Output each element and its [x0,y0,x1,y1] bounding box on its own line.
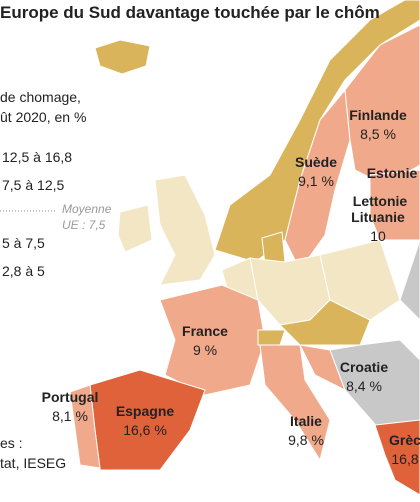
average-label: Moyenne [62,202,112,216]
legend-title: ût 2020, en % [0,109,86,125]
legend-item: 2,8 à 5 [2,263,45,279]
ireland [117,204,153,253]
country-name: Portugal [42,389,99,405]
balkans [329,339,420,431]
legend-title: de chomage, [0,89,81,105]
country-value: 8,1 % [52,408,88,424]
country-labels: Finlande 8,5 % Suède 9,1 % Estonie LettonieLi… [42,107,420,467]
country-name: Lituanie [351,209,405,225]
country-value: 9,1 % [298,173,334,189]
average-label: UE : 7,5 [62,218,106,232]
country-name: Espagne [116,403,175,419]
country-name: Croatie [340,359,388,375]
country-value: 9,8 % [288,432,324,448]
iceland [94,39,151,75]
country-value: 8,4 % [346,378,382,394]
country-value: 16,6 % [123,422,167,438]
italy [259,344,331,462]
country-name: Grèc [389,432,420,448]
title: Europe du Sud davantage touchée par le c… [0,3,380,22]
country-name: Estonie [367,165,418,181]
legend-item: 12,5 à 16,8 [2,149,72,165]
country-name: France [182,323,228,339]
countries [69,0,420,496]
source: es : [0,435,23,451]
greece [374,419,420,496]
spain [89,369,206,471]
country-name: Finlande [349,107,407,123]
country-value: 10 [370,228,386,244]
france [159,284,266,396]
country-name: Lettonie [353,193,408,209]
russia [399,239,420,321]
country-value: 16,8 [391,451,418,467]
portugal [69,384,101,469]
country-value: 8,5 % [360,126,396,142]
source: tat, IESEG [0,455,66,471]
legend-item: 7,5 à 12,5 [2,177,64,193]
country-value: 9 % [193,342,217,358]
legend-item: 5 à 7,5 [2,235,45,251]
uk [154,174,216,286]
country-name: Italie [290,413,322,429]
baltics [369,169,420,241]
poland [319,239,401,321]
switzerland [257,329,286,346]
country-name: Suède [295,154,337,170]
